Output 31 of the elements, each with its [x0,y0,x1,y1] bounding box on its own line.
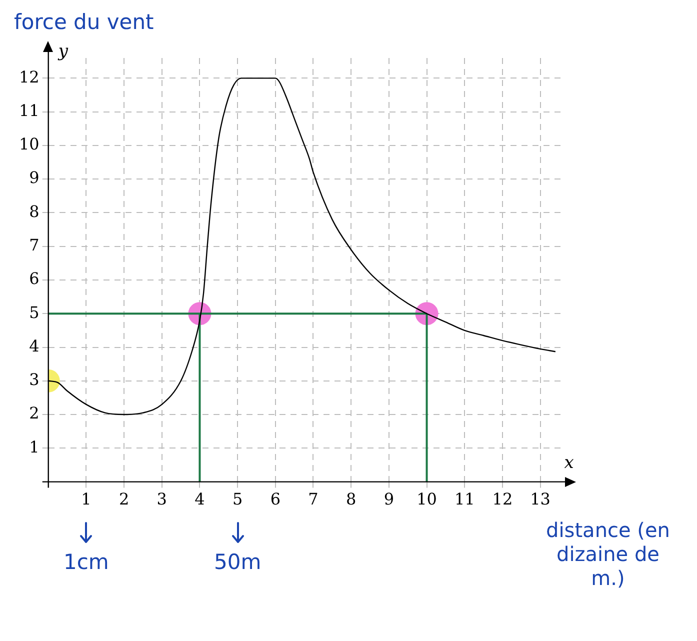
x-tick-label: 11 [454,490,475,509]
x-tick-label: 6 [270,490,280,509]
x-tick-label: 8 [346,490,356,509]
x-tick-label: 4 [194,490,205,509]
x-axis-title: x [564,453,574,474]
x-tick-label: 7 [308,490,318,509]
text: force du vent [14,10,154,34]
x-tick-label: 9 [384,490,394,509]
y-tick-label: 8 [29,202,40,221]
text: 1cm [62,550,110,574]
x-tick-label: 2 [118,490,130,509]
text: 50m [212,550,262,574]
x-tick-label: 12 [492,490,513,509]
y-tick-label: 5 [29,302,40,322]
y-tick-label: 2 [29,404,40,423]
x-tick-label: 1 [81,490,92,509]
x-tick-label: 5 [232,490,243,509]
y-tick-label: 6 [29,269,40,288]
y-tick-label: 9 [29,168,40,188]
x-tick-label: 10 [416,490,437,509]
y-tick-label: 10 [19,134,40,154]
x-tick-label: 13 [530,490,550,509]
y-tick-label: 1 [29,437,40,456]
y-tick-label: 4 [29,336,40,356]
x-tick-label: 3 [156,490,167,509]
y-tick-label: 3 [29,370,40,390]
text: distance (en dizaine de m.) [545,518,671,590]
y-tick-label: 12 [19,67,40,86]
y-tick-label: 7 [29,236,40,255]
y-axis-title: y [57,41,68,62]
y-tick-label: 11 [19,100,40,120]
